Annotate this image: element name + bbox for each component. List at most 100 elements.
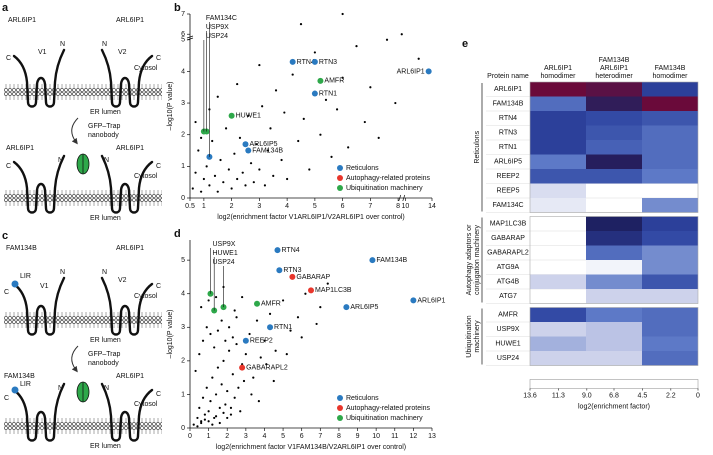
x-tick-label: 11 [391,433,398,440]
group-label: conjugation machinery [474,224,481,295]
point-label: FAM134B [376,257,407,264]
point [192,423,195,426]
colorbar-tick-label: 11.3 [552,392,565,399]
point [198,406,201,409]
point [224,339,227,342]
group-frame [529,216,699,304]
y-tick-label: 0 [181,195,185,202]
legend-swatch [337,405,343,411]
group-frame [529,81,699,213]
point-label: ARL6IP5 [249,141,277,148]
point-label: RTN1 [274,324,292,331]
point [208,184,211,187]
protein-label: ARL6IP1 [116,373,144,380]
point-label: RTN3 [283,267,301,274]
heatmap-cell [642,96,698,111]
point [211,423,214,426]
point-label: ARL6IP1 [417,297,445,304]
point [197,149,200,152]
colorbar [529,379,699,389]
point [272,174,275,177]
point [263,184,267,187]
heatmap-cell [530,274,586,289]
y-tick-label: 1 [181,163,185,170]
terminus-label: C [156,283,161,290]
point [247,114,250,117]
point [214,415,218,418]
column-header: heterodimer [595,73,633,80]
axis-break [398,194,406,202]
arrow [71,345,79,373]
legend-swatch [337,415,343,421]
heatmap-cell [530,169,586,184]
terminus-label: C [4,289,9,296]
diagram-c: c FAM134B ARL6IP1 LIR N N V1 V2 C C Cyto… [2,230,164,450]
point [227,349,231,352]
heatmap-cell [530,307,586,322]
row-label: FAM134B [493,101,524,108]
x-axis-title: log2(enrichment factor V1FAM134B/V2ARL6I… [216,444,406,451]
protein-label: FAM134B [4,373,35,380]
colorbar-tick-label: 4.5 [638,392,648,399]
y-tick-label: 4 [181,68,185,75]
point [222,411,225,414]
point [219,158,222,162]
point [220,383,223,386]
x-tick-label: 2 [225,433,229,440]
point [272,379,275,383]
point [255,319,259,322]
column-header: Protein name [487,73,529,80]
colorbar-tick-label: 6.8 [609,392,619,399]
point [203,413,206,416]
group-label: Autophagy adaptors or [466,224,473,295]
point [227,326,231,329]
point [330,155,333,158]
step-label: nanobody [88,360,119,367]
heatmap-cell [642,274,698,289]
y-tick-label: 6 [181,31,185,38]
point-label: RTN4 [281,247,299,254]
y-tick-label: 3 [181,324,185,331]
terminus-label: C [156,391,161,398]
point [286,177,289,181]
point [377,136,380,139]
heatmap-cell [642,216,698,231]
point [230,187,233,190]
lir-motif [11,280,19,288]
row-label: RTN4 [499,115,517,122]
point [236,177,239,181]
heatmap-cell [642,154,698,169]
point [209,332,212,336]
terminus-label: N [60,269,65,276]
row-label: REEP2 [497,173,520,180]
highlight-point [289,273,296,280]
point [289,329,292,332]
group-frame [529,307,699,366]
highlight-point [343,304,350,311]
group-label: Reticulons [474,130,481,163]
axis-break [186,35,194,41]
point [200,421,203,425]
point-label: USP9X [212,241,235,248]
legend-swatch [337,165,343,171]
point [280,158,283,162]
x-tick-label: 5 [281,433,285,440]
x-tick-label: 10 [401,203,409,210]
heatmap-cell [586,125,642,140]
point [255,143,258,146]
point [233,309,236,312]
point [257,400,260,403]
point [239,410,242,413]
heatmap-cell [642,82,698,97]
point [196,416,199,420]
terminus-label: N [60,41,65,48]
heatmap-cell [530,111,586,126]
point [222,181,225,184]
terminus-label: N [104,157,109,164]
heatmap-cell [642,125,698,140]
point-label: USP24 [206,33,228,40]
point [385,38,389,41]
heatmap-cell [530,125,586,140]
point [347,146,350,149]
